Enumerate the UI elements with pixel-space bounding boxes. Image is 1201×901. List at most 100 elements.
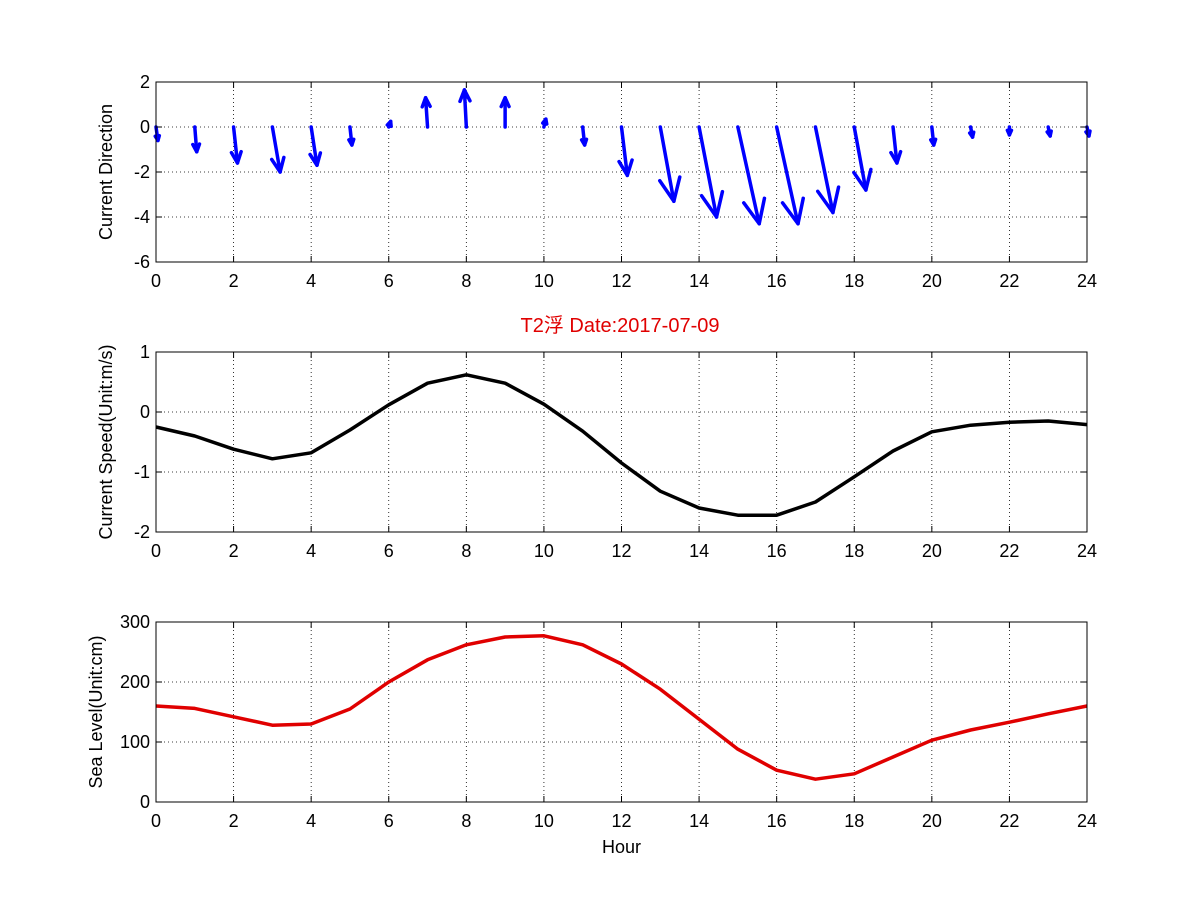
y-tick-label: 1 bbox=[140, 342, 150, 362]
x-tick-label: 10 bbox=[534, 541, 554, 561]
y-axis-label: Current Speed(Unit:m/s) bbox=[96, 344, 116, 539]
arrow-head bbox=[852, 167, 873, 192]
quiver-arrow bbox=[458, 88, 472, 129]
x-tick-label: 18 bbox=[844, 271, 864, 291]
arrow-shaft bbox=[309, 125, 319, 167]
x-tick-label: 22 bbox=[999, 811, 1019, 831]
arrow-shaft bbox=[423, 96, 430, 129]
arrow-shaft bbox=[891, 125, 899, 165]
series-line bbox=[155, 373, 1088, 517]
quiver-arrow bbox=[774, 125, 805, 226]
y-tick-label: 100 bbox=[120, 732, 150, 752]
quiver-arrow bbox=[420, 96, 432, 129]
x-tick-label: 0 bbox=[151, 271, 161, 291]
arrow-head bbox=[699, 189, 725, 219]
x-tick-label: 22 bbox=[999, 541, 1019, 561]
y-tick-label: -4 bbox=[134, 207, 150, 227]
quiver-arrow bbox=[579, 125, 589, 147]
x-axis-label: Hour bbox=[602, 837, 641, 857]
quiver-arrow bbox=[736, 125, 767, 226]
y-tick-label: -2 bbox=[134, 162, 150, 182]
arrow-shaft bbox=[774, 125, 800, 226]
arrow-head bbox=[269, 155, 286, 174]
arrow-head bbox=[816, 185, 841, 215]
arrow-head bbox=[780, 196, 805, 226]
quiver-arrow bbox=[229, 125, 243, 165]
arrow-head bbox=[579, 137, 589, 147]
x-tick-label: 0 bbox=[151, 541, 161, 561]
arrow-shaft bbox=[231, 125, 240, 165]
arrow-head bbox=[499, 96, 511, 109]
x-tick-label: 2 bbox=[229, 541, 239, 561]
arrow-shaft bbox=[852, 125, 868, 192]
x-tick-label: 14 bbox=[689, 541, 709, 561]
arrow-head bbox=[658, 175, 682, 203]
x-tick-label: 12 bbox=[611, 271, 631, 291]
x-tick-label: 16 bbox=[767, 541, 787, 561]
x-tick-label: 8 bbox=[461, 271, 471, 291]
x-tick-label: 4 bbox=[306, 271, 316, 291]
quiver-arrow bbox=[499, 96, 511, 129]
arrow-shaft bbox=[736, 125, 761, 226]
arrow-head bbox=[308, 151, 323, 167]
y-tick-label: 200 bbox=[120, 672, 150, 692]
quiver-arrow bbox=[813, 125, 841, 215]
arrow-shaft bbox=[462, 88, 469, 129]
x-tick-label: 2 bbox=[229, 811, 239, 831]
x-tick-label: 4 bbox=[306, 811, 316, 831]
arrow-head bbox=[617, 158, 634, 178]
arrow-shaft bbox=[813, 125, 835, 215]
y-tick-label: -2 bbox=[134, 522, 150, 542]
arrow-head bbox=[1005, 128, 1014, 137]
quiver-arrow bbox=[889, 125, 903, 165]
x-tick-label: 12 bbox=[611, 541, 631, 561]
x-tick-label: 18 bbox=[844, 811, 864, 831]
quiver-arrow bbox=[269, 125, 286, 174]
quiver-arrow bbox=[929, 125, 938, 147]
arrow-head bbox=[889, 149, 903, 165]
x-tick-label: 24 bbox=[1077, 541, 1097, 561]
x-tick-label: 16 bbox=[767, 271, 787, 291]
quiver-arrow bbox=[697, 125, 725, 219]
quiver-arrow bbox=[385, 119, 393, 129]
y-axis-label: Sea Level(Unit:cm) bbox=[86, 635, 106, 788]
arrow-head bbox=[385, 119, 393, 129]
y-tick-label: 2 bbox=[140, 72, 150, 92]
x-tick-label: 24 bbox=[1077, 271, 1097, 291]
y-tick-label: 0 bbox=[140, 117, 150, 137]
x-tick-label: 10 bbox=[534, 271, 554, 291]
arrow-shaft bbox=[697, 125, 719, 219]
arrow-head bbox=[741, 196, 767, 226]
arrow-head bbox=[1045, 129, 1053, 138]
arrow-head bbox=[967, 130, 976, 139]
x-tick-label: 14 bbox=[689, 811, 709, 831]
y-tick-label: 0 bbox=[140, 792, 150, 812]
x-tick-label: 20 bbox=[922, 811, 942, 831]
quiver-arrow bbox=[541, 117, 549, 129]
quiver-arrow bbox=[347, 125, 356, 147]
arrow-head bbox=[229, 149, 243, 165]
x-tick-label: 4 bbox=[306, 541, 316, 561]
quiver-arrow bbox=[191, 125, 202, 154]
x-tick-label: 14 bbox=[689, 271, 709, 291]
x-tick-label: 24 bbox=[1077, 811, 1097, 831]
y-tick-label: 0 bbox=[140, 402, 150, 422]
x-tick-label: 20 bbox=[922, 541, 942, 561]
arrow-head bbox=[191, 142, 202, 154]
x-tick-label: 0 bbox=[151, 811, 161, 831]
quiver-arrow bbox=[658, 125, 682, 203]
y-tick-label: -1 bbox=[134, 462, 150, 482]
x-tick-label: 8 bbox=[461, 541, 471, 561]
quiver-arrows bbox=[153, 88, 1092, 226]
arrow-shaft bbox=[619, 125, 630, 178]
quiver-arrow bbox=[1045, 125, 1053, 138]
figure-title: T2浮 Date:2017-07-09 bbox=[520, 314, 719, 337]
arrow-head bbox=[541, 117, 549, 126]
x-tick-label: 6 bbox=[384, 811, 394, 831]
arrow-head bbox=[458, 88, 472, 104]
